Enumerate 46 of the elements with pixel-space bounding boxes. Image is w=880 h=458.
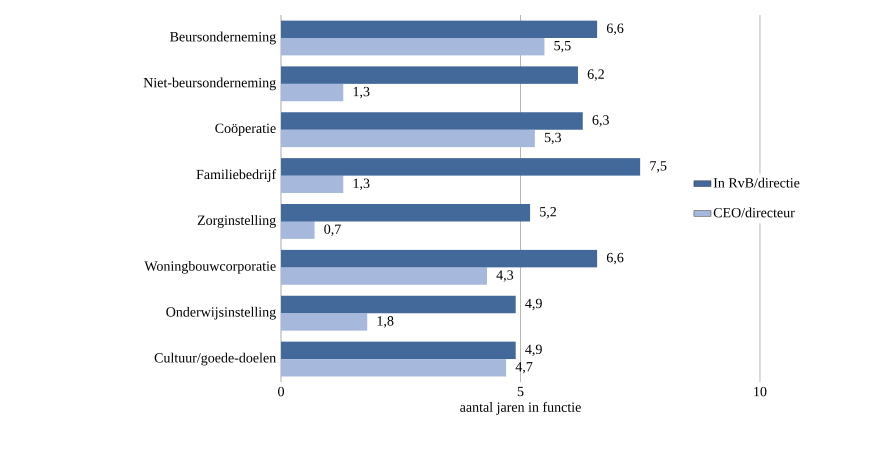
y-tick-label: Familiebedrijf	[196, 169, 276, 182]
bar	[281, 250, 598, 268]
bar	[281, 359, 506, 376]
y-tick-label: Coöperatie	[215, 124, 276, 136]
data-label: 6,6	[606, 252, 624, 264]
x-tick-label: 5	[518, 386, 524, 396]
bar	[281, 221, 315, 239]
bar	[281, 38, 544, 56]
bar	[281, 296, 516, 314]
y-tick-label: Beursonderneming	[170, 32, 276, 44]
y-tick-label: Woningbouwcorporatie	[144, 260, 276, 274]
bar	[281, 130, 535, 148]
x-axis-title: aantal jaren in functie	[460, 402, 581, 415]
x-tick-label: 10	[754, 386, 766, 396]
legend-label: CEO/directeur	[714, 208, 795, 218]
data-label: 4,7	[516, 362, 532, 374]
data-label: 6,2	[588, 69, 604, 81]
data-label: 5,3	[544, 132, 562, 144]
data-label: 6,6	[606, 24, 624, 35]
bar	[281, 267, 487, 285]
y-tick-label: Zorginstelling	[198, 215, 276, 228]
y-tick-label: Cultuur/goede-doelen	[154, 352, 276, 366]
bar	[281, 313, 368, 331]
data-label: 1,3	[354, 86, 370, 98]
data-label: 4,9	[525, 344, 542, 356]
bar	[281, 20, 598, 38]
data-label: 0,7	[324, 224, 341, 236]
data-label: 4,3	[496, 270, 514, 282]
data-label: 1,3	[354, 178, 370, 190]
bar	[281, 112, 583, 130]
y-tick-label: Niet-beursonderneming	[144, 77, 276, 90]
data-label: 5,2	[540, 207, 556, 218]
bar	[281, 158, 640, 176]
bar	[281, 176, 344, 194]
legend-label: In RvB/directie	[714, 178, 800, 188]
x-tick-label: 0	[278, 386, 284, 396]
data-label: 1,8	[378, 316, 394, 328]
y-tick-label: Onderwijsinstelling	[166, 306, 276, 320]
bar	[281, 204, 530, 222]
data-label: 7,5	[650, 161, 666, 173]
data-label: 6,3	[592, 115, 609, 127]
bar	[281, 342, 516, 360]
bar	[281, 84, 344, 102]
data-label: 4,9	[525, 298, 542, 310]
data-label: 5,5	[554, 41, 571, 52]
bar	[281, 66, 578, 84]
